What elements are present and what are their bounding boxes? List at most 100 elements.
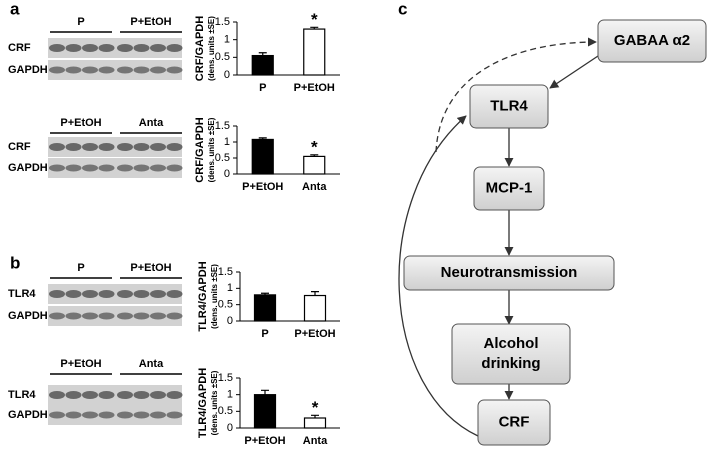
significance-mark: * <box>311 137 318 156</box>
blot-band <box>82 411 98 419</box>
blot-strip <box>48 385 182 405</box>
blot-band <box>98 143 115 151</box>
bar <box>253 394 277 429</box>
row-label: CRF <box>8 141 31 153</box>
blot-band <box>49 164 65 172</box>
blot-band <box>166 164 183 172</box>
blot-band <box>65 411 82 419</box>
blot-band <box>117 391 133 399</box>
x-tick-label: P+EtOH <box>294 328 335 340</box>
blot-band <box>65 312 82 320</box>
row-label: GAPDH <box>8 162 48 174</box>
blot-band <box>133 312 150 320</box>
y-axis-title: CRF/GAPDH (dens. units ±SE) <box>194 16 216 81</box>
y-axis-title: TLR4/GAPDH (dens. units ±SE) <box>197 368 219 438</box>
row-label: TLR4 <box>8 288 36 300</box>
blot-band <box>98 164 115 172</box>
blot-strip <box>48 405 182 425</box>
blot-band <box>117 164 133 172</box>
lane-label: P <box>77 16 84 28</box>
y-tick-label: 0.5 <box>215 152 230 164</box>
blot-band <box>65 391 82 399</box>
y-tick-label: 0.5 <box>218 405 233 417</box>
blot-band <box>133 66 150 74</box>
bar <box>303 417 327 429</box>
y-tick-label: 1 <box>224 34 230 46</box>
blot-band <box>82 143 98 151</box>
node-label: Alcohol <box>484 335 539 352</box>
blot-strip <box>48 38 182 58</box>
y-tick-label: 0 <box>224 69 230 81</box>
bar <box>251 138 274 175</box>
error-bar <box>261 389 269 395</box>
blot-band <box>133 143 150 151</box>
blot-band <box>98 312 115 320</box>
y-tick-label: 1.5 <box>218 372 233 384</box>
lane-label: P+EtOH <box>60 117 101 129</box>
row-label: GAPDH <box>8 310 48 322</box>
y-tick-label: 0.5 <box>215 51 230 63</box>
y-tick-label: 1.5 <box>215 120 230 132</box>
x-tick-label: Anta <box>302 181 327 193</box>
node-label: GABAA α2 <box>614 32 690 49</box>
blot-band <box>166 66 183 74</box>
error-bar <box>261 292 269 295</box>
bar <box>251 54 274 76</box>
blot-band <box>98 66 115 74</box>
blot-band <box>166 44 183 52</box>
blot-strip <box>48 284 182 304</box>
y-axis-title: CRF/GAPDH (dens. units ±SE) <box>194 117 216 182</box>
blot-band <box>150 44 166 52</box>
row-label: CRF <box>8 42 31 54</box>
lane-label: P+EtOH <box>130 16 171 28</box>
bar <box>303 28 326 76</box>
node-label: TLR4 <box>490 97 528 114</box>
significance-mark: * <box>311 10 318 29</box>
y-sublabel: (dens. units ±SE) <box>207 117 216 182</box>
error-bar <box>258 52 267 56</box>
bar <box>303 294 327 322</box>
node-label: CRF <box>499 413 530 430</box>
row-label: GAPDH <box>8 64 48 76</box>
blot-band <box>150 411 166 419</box>
y-tick-label: 0 <box>227 315 233 327</box>
blot-strip <box>48 158 182 178</box>
lane-label: Anta <box>139 358 164 370</box>
blot-band <box>150 391 166 399</box>
row-label: TLR4 <box>8 389 36 401</box>
error-bar <box>258 137 267 140</box>
lane-label: P+EtOH <box>130 262 171 274</box>
blot-band <box>98 391 115 399</box>
blot-band <box>166 411 183 419</box>
blot-band <box>82 391 98 399</box>
lane-label: P+EtOH <box>60 358 101 370</box>
row-label: GAPDH <box>8 409 48 421</box>
blot-band <box>65 164 82 172</box>
y-sublabel: (dens. units ±SE) <box>210 264 219 329</box>
bar <box>253 294 277 322</box>
x-tick-label: P+EtOH <box>294 82 335 94</box>
bar <box>303 155 326 175</box>
error-bar <box>310 154 319 157</box>
blot-band <box>166 391 183 399</box>
blot-band <box>49 391 65 399</box>
diagram-arrows <box>398 37 599 437</box>
diagram-node <box>473 166 545 211</box>
blot-band <box>49 411 65 419</box>
y-tick-label: 0.5 <box>218 299 233 311</box>
panel-label: a <box>10 0 20 18</box>
blot-band <box>82 44 98 52</box>
diagram-node <box>403 255 615 291</box>
y-tick-label: 1 <box>227 282 233 294</box>
diagram-node <box>597 19 707 63</box>
blot-band <box>117 290 133 298</box>
y-tick-label: 0 <box>224 168 230 180</box>
diagram-node <box>469 84 549 129</box>
error-bar <box>311 414 319 418</box>
blot-band <box>49 44 65 52</box>
blot-band <box>82 164 98 172</box>
blot-band <box>65 44 82 52</box>
x-tick-label: P+EtOH <box>244 435 285 447</box>
y-label: TLR4/GAPDH <box>197 261 209 331</box>
